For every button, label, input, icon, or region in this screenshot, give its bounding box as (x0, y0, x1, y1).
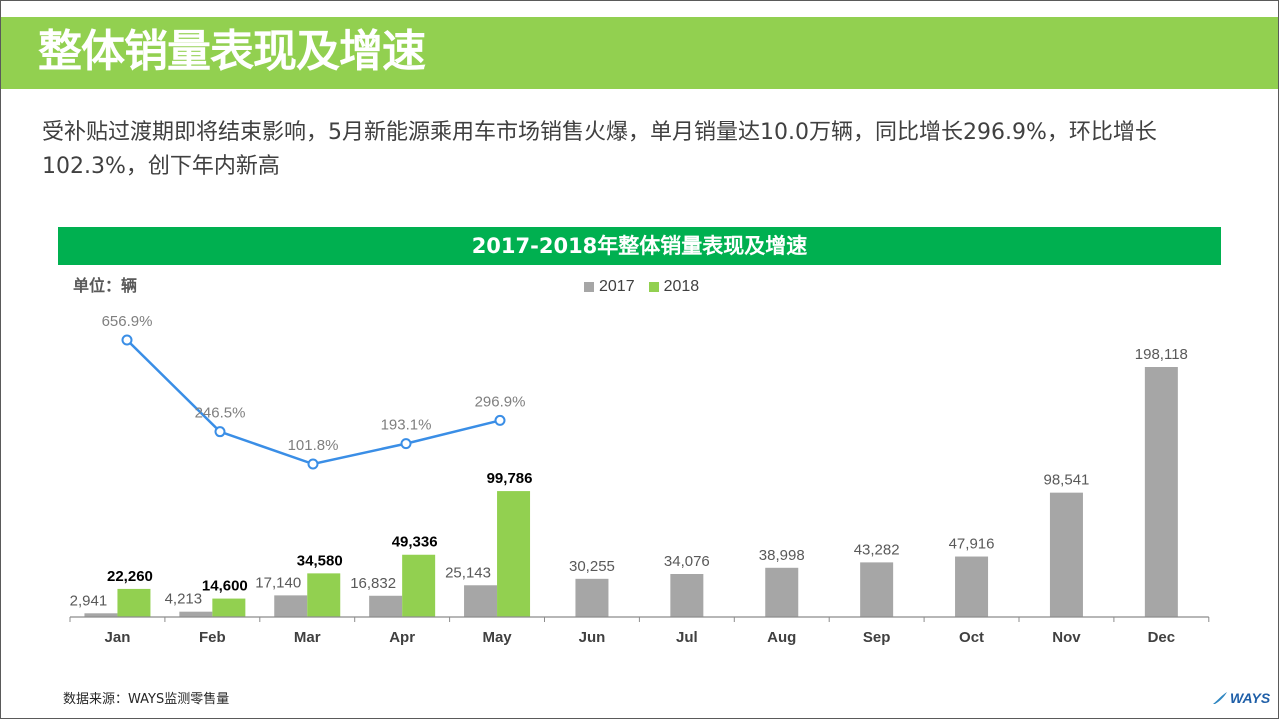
legend-swatch-2018 (648, 282, 659, 292)
x-tick-may: May (482, 629, 512, 646)
x-tick-feb: Feb (199, 629, 226, 646)
bar-2017-oct (955, 556, 989, 617)
bar-2017-apr (369, 595, 403, 617)
label-2017-mar: 17,140 (255, 574, 301, 591)
bar-2018-feb (212, 598, 246, 617)
bar-2018-jan (117, 588, 151, 617)
label-2017-aug: 38,998 (759, 547, 805, 564)
chart-legend: 2017 2018 (584, 278, 707, 296)
label-2017-apr: 16,832 (350, 575, 396, 592)
label-2018-jan: 22,260 (107, 568, 153, 585)
label-2018-mar: 34,580 (297, 552, 343, 569)
label-2017-feb: 4,213 (165, 591, 203, 608)
legend-label-2017: 2017 (599, 278, 635, 295)
label-2018-may: 99,786 (487, 470, 533, 487)
growth-point (400, 438, 412, 450)
bar-2017-feb (179, 611, 213, 617)
label-2017-dec: 198,118 (1135, 346, 1188, 363)
title-bar (1, 17, 1278, 89)
bar-2017-jun (575, 578, 609, 617)
legend-label-2018: 2018 (663, 278, 700, 295)
bar-2017-mar (274, 595, 308, 617)
bar-2017-may (464, 585, 498, 617)
growth-label: 246.5% (195, 405, 246, 422)
bar-2017-sep (860, 562, 894, 617)
growth-point (214, 426, 226, 438)
label-2018-apr: 49,336 (392, 534, 438, 551)
page-title: 整体销量表现及增速 (38, 26, 426, 77)
x-tick-aug: Aug (767, 629, 796, 646)
logo-text: WAYS (1230, 690, 1271, 706)
x-tick-mar: Mar (294, 629, 321, 646)
label-2017-jun: 30,255 (569, 558, 615, 575)
x-tick-jul: Jul (676, 629, 698, 646)
growth-label: 656.9% (102, 313, 153, 330)
label-2017-nov: 98,541 (1044, 472, 1090, 489)
x-tick-dec: Dec (1148, 629, 1176, 646)
label-2017-jul: 34,076 (664, 553, 710, 570)
legend-swatch-2017 (584, 282, 594, 292)
x-tick-apr: Apr (389, 629, 415, 646)
growth-label: 193.1% (381, 417, 432, 434)
summary-text: 受补贴过渡期即将结束影响，5月新能源乘用车市场销售火爆，单月销量达10.0万辆，… (42, 120, 1157, 179)
x-tick-oct: Oct (959, 629, 984, 646)
bar-2017-dec (1144, 367, 1178, 617)
growth-point (307, 458, 319, 470)
x-tick-jun: Jun (579, 629, 606, 646)
bar-2017-jan (84, 613, 118, 617)
x-tick-nov: Nov (1052, 629, 1081, 646)
data-source: 数据来源：WAYS监测零售量 (63, 692, 230, 707)
x-tick-sep: Sep (863, 629, 891, 646)
growth-point (121, 334, 133, 346)
growth-point (494, 414, 506, 426)
bar-2018-apr (402, 554, 436, 617)
legend-item-2018: 2018 (648, 278, 700, 296)
bar-2018-may (497, 491, 531, 617)
ways-logo: WAYS (1212, 690, 1270, 706)
label-2017-may: 25,143 (445, 564, 491, 581)
bar-2018-mar (307, 573, 341, 617)
label-2018-feb: 14,600 (202, 578, 248, 595)
label-2017-oct: 47,916 (949, 536, 995, 553)
label-2017-jan: 2,941 (70, 592, 108, 609)
logo-swoosh-icon (1213, 692, 1227, 704)
bar-2017-nov (1049, 492, 1083, 617)
growth-label: 101.8% (288, 437, 339, 454)
x-tick-jan: Jan (105, 629, 131, 646)
label-2017-sep: 43,282 (854, 541, 900, 558)
unit-label: 单位：辆 (73, 276, 138, 295)
bar-2017-aug (765, 567, 799, 617)
chart-title: 2017-2018年整体销量表现及增速 (58, 227, 1221, 265)
bar-2017-jul (670, 574, 704, 617)
legend-item-2017: 2017 (584, 278, 635, 296)
growth-label: 296.9% (475, 393, 526, 410)
